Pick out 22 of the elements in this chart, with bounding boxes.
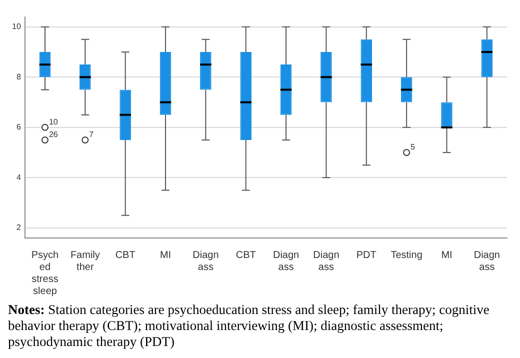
annotation: 10 xyxy=(48,118,58,127)
y-tick-label: 8 xyxy=(16,72,22,82)
x-tick-label: Testing xyxy=(390,250,422,261)
x-tick-label: Diagn ass xyxy=(474,250,500,273)
x-tick-label: MI xyxy=(160,250,172,261)
y-tick-label: 6 xyxy=(16,122,22,132)
x-tick-label: MI xyxy=(441,250,452,261)
x-tick-label: CBT xyxy=(115,250,136,261)
y-tick-label: 2 xyxy=(16,223,22,232)
x-tick-label: Family ther xyxy=(70,250,100,273)
x-tick-label: Diagn ass xyxy=(313,250,340,273)
y-tick-label: 4 xyxy=(16,172,22,182)
x-tick-label: PDT xyxy=(356,250,376,261)
annotation: 26 xyxy=(48,130,58,140)
x-tick-label: CBT xyxy=(236,250,256,261)
text: Notes: Station categories are psychoeducation stress and sleep; family therapy; cognitive behavior therapy (CBT); motivational interviewing (MI); diagnostic assessment; psychodynamic therapy (PDT) xyxy=(8,302,490,350)
x-tick-label: Diagn ass xyxy=(272,250,300,273)
y-tick-label: 10 xyxy=(12,22,22,32)
x-tick-label: Psych ed stress sleep xyxy=(31,250,59,297)
annotation: 7 xyxy=(89,130,94,140)
x-tick-label: Diagn ass xyxy=(192,250,219,273)
annotation: 5 xyxy=(410,142,416,152)
